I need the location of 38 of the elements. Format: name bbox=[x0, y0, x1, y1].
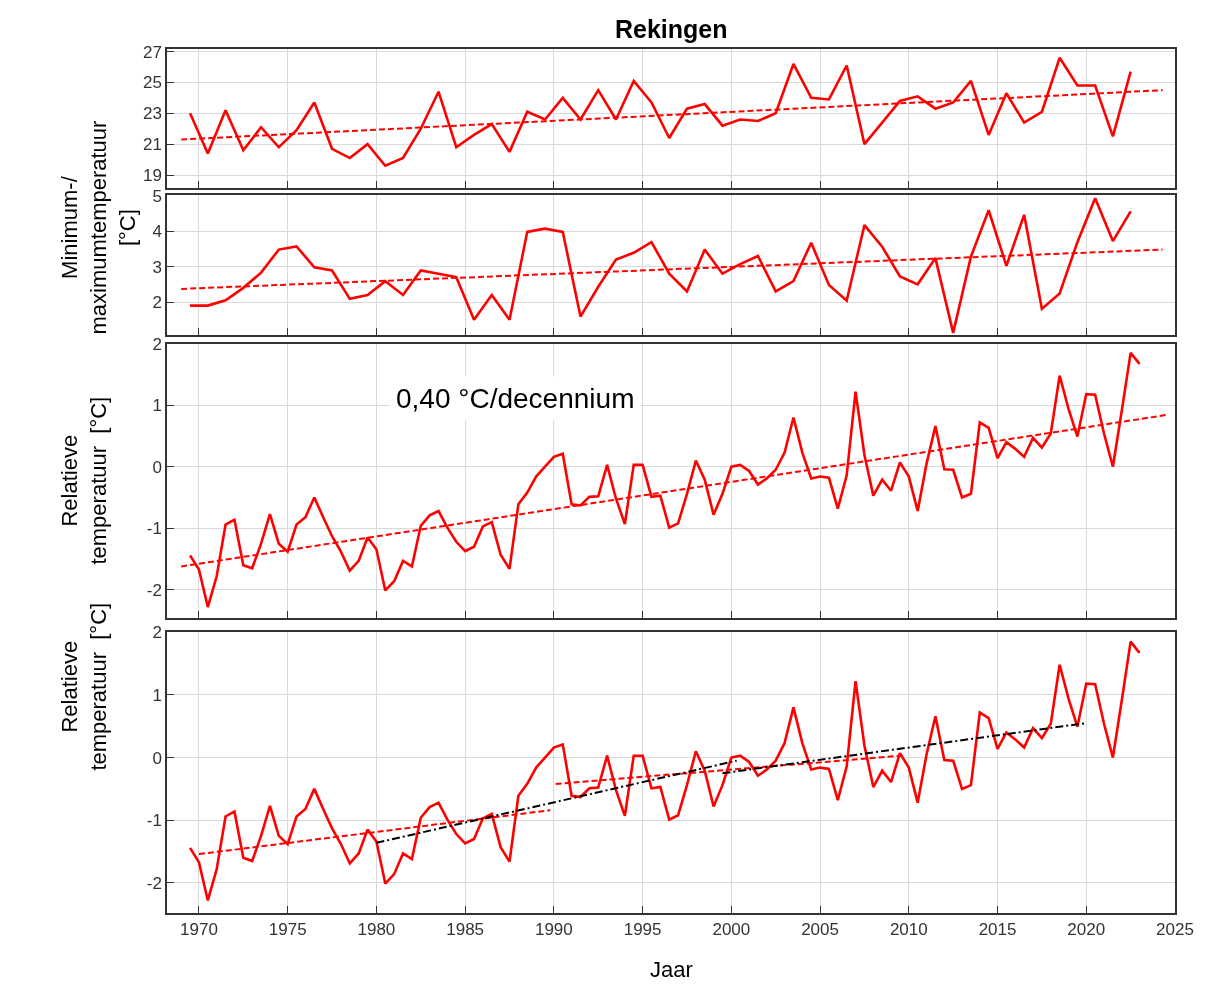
y-tick-label: 4 bbox=[152, 222, 162, 242]
x-tick-label: 1985 bbox=[446, 920, 485, 940]
y-tick-label: 19 bbox=[142, 165, 162, 185]
y-tick-label: -2 bbox=[146, 873, 162, 893]
x-tick-label: 2025 bbox=[1156, 920, 1194, 940]
x-tick-label: 2015 bbox=[978, 920, 1017, 940]
y-tick-label: 0 bbox=[152, 748, 162, 768]
y-tick-label: 1 bbox=[152, 396, 162, 416]
x-tick-label: 1970 bbox=[180, 920, 218, 940]
y-tick-label: 23 bbox=[142, 104, 162, 124]
annotation: 0,40 °C/decennium bbox=[396, 383, 635, 414]
y-axis-title: Relatieve temperatuur [°C] bbox=[57, 396, 112, 565]
y-tick-label: 25 bbox=[142, 73, 162, 93]
y-tick-label: 2 bbox=[152, 623, 162, 643]
y-tick-label: 1 bbox=[152, 685, 162, 705]
y-tick-label: -1 bbox=[146, 811, 162, 831]
y-axis-title: Relatieve temperatuur [°C] bbox=[57, 602, 111, 771]
x-tick-label: 1975 bbox=[268, 920, 307, 940]
x-tick-label: 1995 bbox=[623, 920, 662, 940]
y-tick-label: 3 bbox=[152, 257, 162, 277]
y-tick-label: 27 bbox=[142, 42, 162, 62]
line-series bbox=[188, 640, 1141, 902]
y-tick-label: 2 bbox=[152, 292, 162, 312]
y-tick-label: 0 bbox=[152, 457, 162, 477]
y-tick-label: 2 bbox=[152, 334, 162, 354]
chart-title: Rekingen bbox=[615, 15, 728, 43]
y-tick-label: -1 bbox=[146, 519, 162, 539]
x-tick-label: 2020 bbox=[1067, 920, 1106, 940]
x-tick-label: 1980 bbox=[357, 920, 396, 940]
y-tick-label: 21 bbox=[142, 135, 162, 155]
x-tick-label: 2010 bbox=[889, 920, 928, 940]
y-tick-label: 5 bbox=[152, 186, 162, 206]
y-axis-title: Minimum-/ maximumtemperatuur [°C] bbox=[57, 120, 140, 335]
x-tick-label: 2000 bbox=[712, 920, 751, 940]
y-tick-label: -2 bbox=[146, 580, 162, 600]
x-tick-label: 2005 bbox=[801, 920, 839, 940]
x-axis-title: Jaar bbox=[650, 957, 693, 982]
x-tick-label: 1990 bbox=[534, 920, 573, 940]
